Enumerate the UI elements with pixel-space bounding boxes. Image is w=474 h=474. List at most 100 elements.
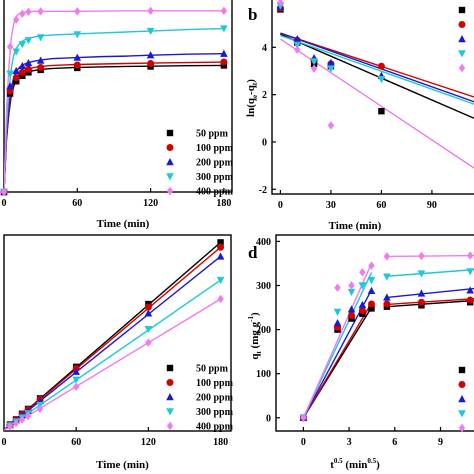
data-point (466, 296, 474, 304)
data-point (418, 251, 425, 261)
data-point (147, 60, 155, 68)
plot-area (4, 10, 224, 192)
fit-line (4, 61, 224, 192)
y-tick-label: -2 (259, 185, 267, 196)
x-tick-label: 60 (72, 198, 82, 209)
data-point (220, 49, 228, 57)
data-point (383, 273, 391, 281)
fit-line (4, 10, 224, 192)
panel-a: 0 60 120 180 Time (min) 50 ppm 100 ppm 200 ppm 3… (0, 0, 234, 230)
x-tick-label: 60 (71, 437, 81, 448)
fit-line (280, 32, 474, 98)
y-tick-label: 2 (262, 90, 267, 101)
data-point (358, 300, 367, 309)
data-point (294, 45, 301, 54)
x-axis-title: Time (min) (97, 218, 150, 230)
legend-marker (166, 158, 174, 166)
legend (458, 6, 466, 73)
x-tick-label: 120 (141, 437, 156, 448)
panel-c: 0 60 120 180 Time (min) 50 ppm 100 ppm 200 ppm 3… (2, 234, 234, 471)
legend-marker (166, 421, 174, 431)
x-axis-title: t0.5 (min0.5) (330, 457, 380, 471)
data-point (333, 318, 342, 327)
data-point (310, 58, 318, 66)
data-point (18, 61, 27, 70)
data-point (73, 53, 82, 61)
data-point (36, 34, 45, 42)
legend-marker (166, 364, 174, 372)
data-point (216, 252, 225, 260)
data-point (72, 376, 80, 384)
data-point (466, 251, 474, 260)
fit-line (4, 52, 224, 192)
legend-marker (166, 408, 174, 416)
legend-label: 50 ppm (196, 129, 229, 140)
data-point (145, 338, 152, 347)
legend-marker (458, 423, 466, 433)
data-point (367, 300, 375, 308)
data-point (37, 7, 44, 16)
legend-marker (458, 35, 466, 43)
data-point (417, 270, 426, 278)
data-point (36, 56, 45, 64)
data-point (6, 422, 14, 431)
fit-line (280, 38, 474, 169)
data-point (220, 58, 228, 66)
data-point (217, 239, 224, 246)
legend (458, 366, 466, 433)
data-point (6, 82, 14, 90)
data-point (383, 252, 391, 261)
legend-label: 400 ppm (196, 187, 234, 198)
data-point (327, 58, 335, 66)
data-point (12, 48, 21, 56)
legend-marker (458, 381, 466, 388)
data-point (358, 282, 367, 290)
data-point (0, 187, 8, 197)
y-tick-label: 0 (262, 137, 267, 148)
data-point (73, 61, 81, 69)
plot-frame (275, 234, 474, 432)
plot-area (280, 32, 474, 169)
fit-line (4, 27, 224, 192)
x-tick-label: 3 (347, 437, 352, 448)
data-point (347, 305, 356, 313)
data-point (72, 367, 80, 375)
data-point (72, 382, 80, 392)
fit-line (4, 298, 221, 431)
data-point (147, 6, 154, 16)
data-point (293, 35, 302, 43)
panel-b: 0 30 60 90 -2 0 2 4 Time (min) ln(qe-qt) b (245, 0, 474, 232)
data-point (377, 62, 385, 70)
data-point (19, 9, 26, 18)
legend-marker (166, 144, 174, 151)
legend-label: 100 ppm (196, 143, 234, 154)
fit-line (280, 34, 474, 105)
data-point (417, 298, 425, 306)
legend-marker (458, 366, 466, 374)
x-tick-label: 9 (438, 437, 443, 448)
data-point (144, 309, 153, 317)
legend-marker (166, 129, 174, 137)
data-point (144, 325, 153, 334)
data-point (146, 51, 155, 59)
legend-marker (166, 186, 174, 196)
plot-frame (271, 0, 474, 195)
fit-line-stage-2 (386, 287, 474, 299)
data-point (37, 63, 45, 71)
y-tick-label: 200 (256, 325, 271, 336)
x-tick-label: 0 (278, 200, 283, 211)
data-point (348, 311, 356, 319)
fit-line-stage-2 (386, 298, 474, 306)
data-point (358, 307, 366, 315)
data-point (217, 294, 224, 304)
plot-area (302, 254, 474, 419)
data-point (293, 41, 302, 49)
data-point (146, 27, 155, 36)
data-point (277, 0, 284, 7)
y-tick-label: 400 (256, 237, 271, 248)
fit-line (280, 32, 474, 103)
x-tick-label: 60 (376, 200, 386, 211)
data-point (18, 41, 27, 49)
plot-frame (3, 234, 232, 432)
